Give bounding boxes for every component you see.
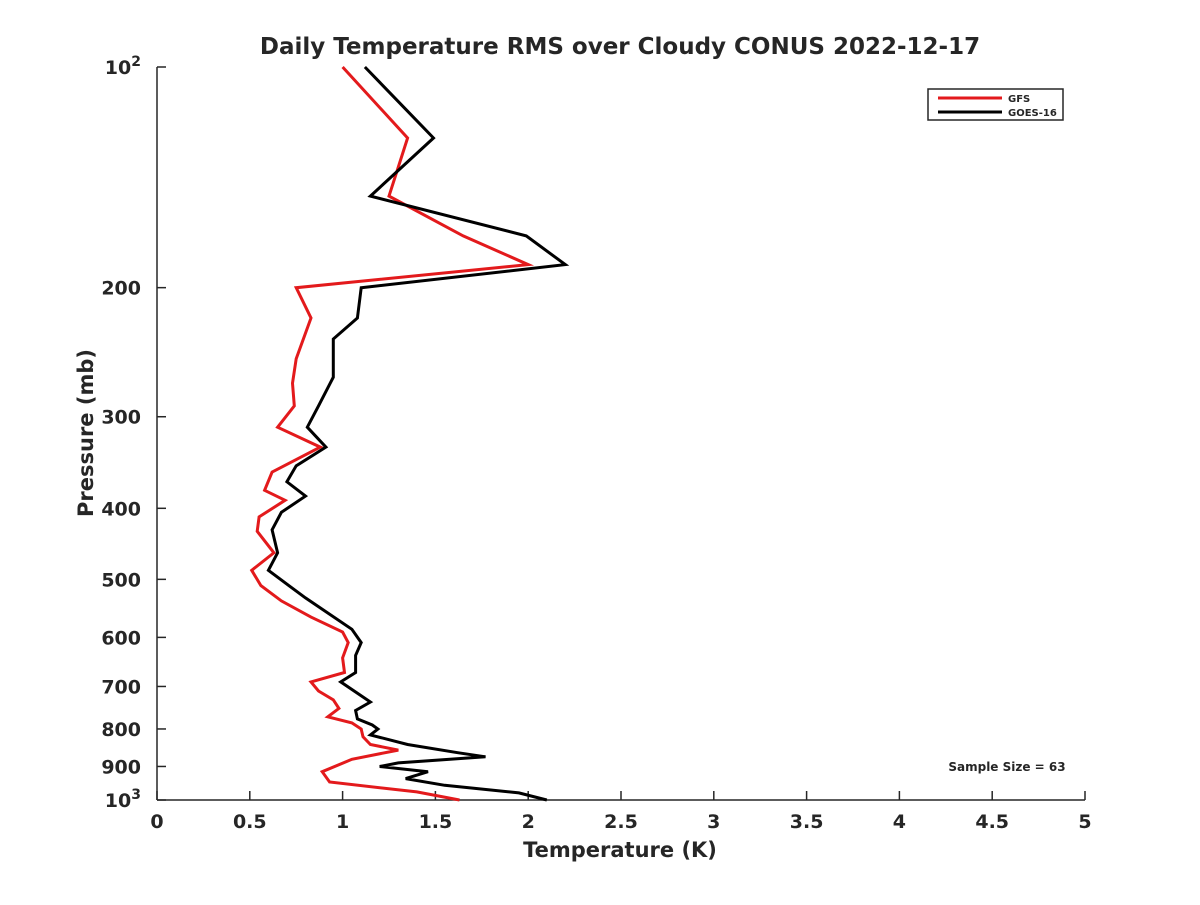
y-axis-label: Pressure (mb) — [74, 349, 98, 517]
series-line-gfs — [249, 65, 535, 802]
series-line-goes-16 — [266, 65, 570, 802]
axes: 0 0.5 1 1.5 2 2.5 3 3.5 4 4.5 51022003004005006007… — [101, 54, 1091, 833]
x-axis-label: Temperature (K) — [523, 838, 717, 862]
y-tick-label: 700 — [101, 676, 141, 698]
x-tick-label: 3.5 — [790, 811, 824, 833]
y-tick-label: 800 — [101, 719, 141, 741]
x-tick-label: 1 — [336, 811, 349, 833]
x-tick-label: 4.5 — [975, 811, 1009, 833]
y-tick-label-exponent: 2 — [131, 54, 141, 70]
x-tick-label: 3 — [707, 811, 720, 833]
y-tick-label-base: 10 — [105, 57, 131, 79]
x-tick-label: 4 — [893, 811, 906, 833]
y-tick-label: 102 — [105, 54, 141, 79]
x-tick-label: 0 — [150, 811, 163, 833]
legend-label: GFS — [1008, 94, 1030, 105]
y-tick-label: 300 — [101, 407, 141, 429]
legend-label: GOES-16 — [1008, 108, 1057, 119]
x-tick-label: 2.5 — [604, 811, 638, 833]
x-tick-label: 1.5 — [419, 811, 453, 833]
x-tick-label: 0.5 — [233, 811, 267, 833]
y-tick-label: 400 — [101, 498, 141, 520]
series-layer — [249, 65, 570, 802]
y-tick-label-exponent: 3 — [131, 787, 141, 803]
y-tick-label: 600 — [101, 627, 141, 649]
legend-box — [927, 88, 1064, 121]
legend: GFS GOES-16 — [927, 88, 1064, 121]
y-tick-label: 103 — [105, 787, 141, 812]
chart-title: Daily Temperature RMS over Cloudy CONUS … — [260, 34, 980, 60]
y-tick-label: 900 — [101, 756, 141, 778]
x-tick-label: 2 — [522, 811, 535, 833]
y-tick-label: 500 — [101, 569, 141, 591]
y-tick-label: 200 — [101, 278, 141, 300]
y-tick-label-base: 10 — [105, 790, 131, 812]
x-tick-label: 5 — [1078, 811, 1091, 833]
sample-size-annotation: Sample Size = 63 — [948, 760, 1065, 774]
